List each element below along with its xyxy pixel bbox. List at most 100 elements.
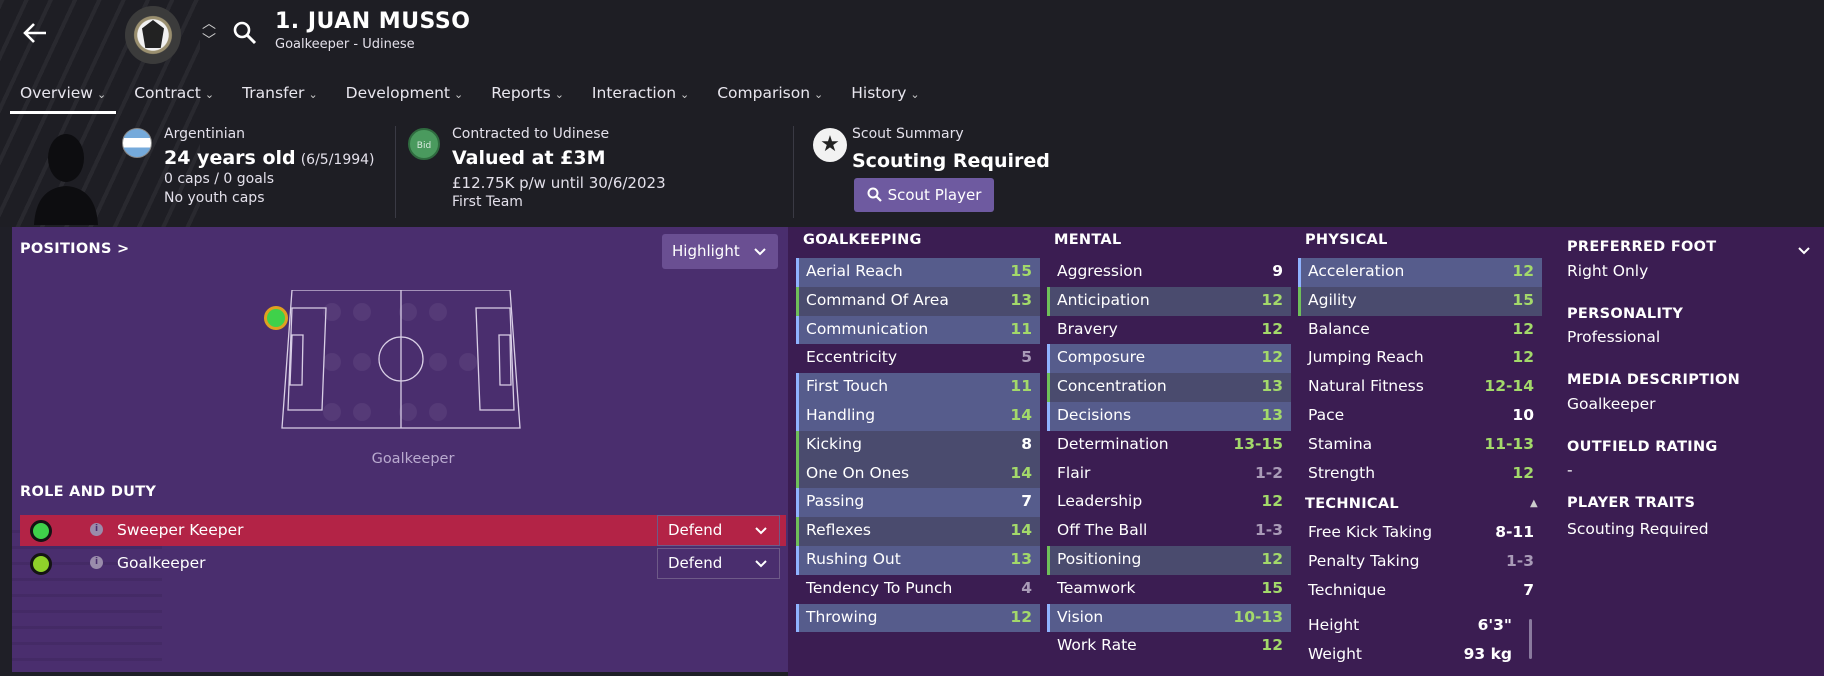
tab-transfer[interactable]: Transfer ⌄ xyxy=(242,84,318,102)
attribute-row[interactable]: Communication 11 xyxy=(796,315,1040,345)
attribute-row[interactable]: Natural Fitness 12-14 xyxy=(1298,373,1542,402)
attribute-row[interactable]: Teamwork 15 xyxy=(1047,575,1291,604)
attribute-name: Throwing xyxy=(806,607,878,626)
attribute-row[interactable]: Concentration 13 xyxy=(1047,373,1291,402)
info-icon[interactable]: i xyxy=(90,556,103,569)
goalkeeper-position-marker[interactable] xyxy=(264,306,288,330)
search-icon[interactable] xyxy=(232,20,258,46)
scout-player-button[interactable]: Scout Player xyxy=(854,178,994,212)
chevron-down-icon: ⌄ xyxy=(910,88,920,101)
attribute-value: 1-3 xyxy=(1505,552,1534,571)
attribute-row[interactable]: Acceleration 12 xyxy=(1298,258,1542,287)
chevron-down-icon[interactable] xyxy=(1798,247,1810,255)
role-name: Sweeper Keeper xyxy=(117,521,244,539)
attribute-row[interactable]: Off The Ball 1-3 xyxy=(1047,517,1291,546)
role-row-goalkeeper[interactable]: i Goalkeeper Defend xyxy=(20,548,786,579)
attribute-row[interactable]: Pace 10 xyxy=(1298,402,1542,431)
attribute-name: Teamwork xyxy=(1057,578,1136,597)
collapse-caret-icon[interactable]: ▲ xyxy=(1530,498,1538,510)
attribute-row[interactable]: Aggression 9 xyxy=(1047,258,1291,287)
role-and-duty-title: ROLE AND DUTY xyxy=(20,484,157,500)
attribute-row[interactable]: Anticipation 12 xyxy=(1047,286,1291,316)
attribute-row[interactable]: Aerial Reach 15 xyxy=(796,258,1040,287)
attribute-row[interactable]: Vision 10-13 xyxy=(1047,603,1291,633)
scrollbar[interactable] xyxy=(1529,619,1532,659)
attribute-row[interactable]: Passing 7 xyxy=(796,488,1040,518)
attribute-row[interactable]: Kicking 8 xyxy=(796,430,1040,460)
position-label: Goalkeeper xyxy=(371,451,455,467)
attribute-row[interactable]: Command Of Area 13 xyxy=(796,286,1040,316)
attribute-name: Positioning xyxy=(1057,549,1142,568)
attribute-row[interactable]: First Touch 11 xyxy=(796,373,1040,402)
attribute-name: Free Kick Taking xyxy=(1308,523,1433,542)
attribute-row[interactable]: Reflexes 14 xyxy=(796,517,1040,546)
attribute-row[interactable]: Determination 13-15 xyxy=(1047,431,1291,460)
chevron-down-icon[interactable]: ﹀ xyxy=(202,33,216,49)
attribute-name: Off The Ball xyxy=(1057,521,1148,540)
chevron-up-icon[interactable]: ︿ xyxy=(202,16,216,32)
attribute-value: 8 xyxy=(1021,434,1032,453)
tab-comparison[interactable]: Comparison ⌄ xyxy=(717,84,824,102)
mental-title: MENTAL xyxy=(1054,232,1122,248)
attribute-name: Handling xyxy=(806,405,876,424)
attribute-value: 1-3 xyxy=(1254,521,1283,540)
attribute-row[interactable]: Positioning 12 xyxy=(1047,545,1291,575)
tab-history[interactable]: History ⌄ xyxy=(851,84,920,102)
tab-overview[interactable]: Overview ⌄ xyxy=(10,80,117,114)
tab-contract[interactable]: Contract ⌄ xyxy=(134,84,215,102)
squad-status: First Team xyxy=(452,194,523,210)
attribute-name: Reflexes xyxy=(806,521,871,540)
technical-title[interactable]: TECHNICAL ▲ xyxy=(1298,491,1542,519)
scout-summary-label: Scout Summary xyxy=(852,126,964,142)
positions-title[interactable]: POSITIONS > xyxy=(20,241,130,257)
tab-development[interactable]: Development ⌄ xyxy=(345,84,464,102)
attribute-row[interactable]: Bravery 12 xyxy=(1047,316,1291,345)
attribute-row[interactable]: Strength 12 xyxy=(1298,460,1542,489)
duty-dropdown[interactable]: Defend xyxy=(657,515,780,546)
club-badge-icon[interactable] xyxy=(125,6,181,64)
attribute-row[interactable]: Work Rate 12 xyxy=(1047,632,1291,661)
media-description: Goalkeeper xyxy=(1567,395,1656,413)
attribute-value: 10 xyxy=(1512,405,1534,424)
tab-interaction[interactable]: Interaction ⌄ xyxy=(591,84,690,102)
attribute-row[interactable]: Agility 15 xyxy=(1298,286,1542,316)
attribute-name: Rushing Out xyxy=(806,549,901,568)
attribute-name: Composure xyxy=(1057,348,1146,367)
attribute-value: 7 xyxy=(1021,492,1032,511)
attribute-row[interactable]: Composure 12 xyxy=(1047,344,1291,374)
attribute-row[interactable]: Handling 14 xyxy=(796,401,1040,431)
chevron-down-icon: ⌄ xyxy=(204,88,215,101)
role-name: Goalkeeper xyxy=(117,554,206,572)
tab-bar: Overview ⌄ Contract ⌄ Transfer ⌄ Developmen… xyxy=(10,80,938,114)
goalkeeping-title: GOALKEEPING xyxy=(803,232,922,248)
bid-icon[interactable]: Bid xyxy=(408,128,440,160)
attribute-value: 8-11 xyxy=(1495,523,1534,542)
attribute-row[interactable]: Free Kick Taking 8-11 xyxy=(1298,519,1542,548)
attribute-row[interactable]: Decisions 13 xyxy=(1047,401,1291,431)
attribute-row[interactable]: Flair 1-2 xyxy=(1047,460,1291,489)
height-row: Height 6'3" xyxy=(1308,615,1512,634)
attribute-row[interactable]: Jumping Reach 12 xyxy=(1298,344,1542,373)
scout-status: Scouting Required xyxy=(852,150,1050,172)
attribute-value: 12 xyxy=(1261,549,1283,568)
back-arrow-icon[interactable] xyxy=(20,18,54,52)
player-navigation[interactable]: ︿ ﹀ xyxy=(200,16,218,50)
attribute-row[interactable]: Eccentricity 5 xyxy=(796,344,1040,373)
attribute-row[interactable]: Technique 7 xyxy=(1298,577,1542,606)
attribute-row[interactable]: Stamina 11-13 xyxy=(1298,431,1542,460)
attribute-row[interactable]: Penalty Taking 1-3 xyxy=(1298,548,1542,577)
info-icon[interactable]: i xyxy=(90,523,103,536)
attribute-row[interactable]: Balance 12 xyxy=(1298,316,1542,345)
attribute-name: Decisions xyxy=(1057,405,1132,424)
highlight-dropdown[interactable]: Highlight xyxy=(662,234,778,269)
chevron-down-icon xyxy=(755,560,767,568)
attribute-row[interactable]: Rushing Out 13 xyxy=(796,545,1040,575)
attribute-row[interactable]: Leadership 12 xyxy=(1047,488,1291,517)
attribute-row[interactable]: Throwing 12 xyxy=(796,603,1040,633)
duty-dropdown[interactable]: Defend xyxy=(657,548,780,579)
role-row-sweeper-keeper[interactable]: i Sweeper Keeper Defend xyxy=(20,515,786,546)
attribute-value: 4 xyxy=(1021,578,1032,597)
attribute-row[interactable]: One On Ones 14 xyxy=(796,459,1040,489)
tab-reports[interactable]: Reports ⌄ xyxy=(491,84,564,102)
attribute-row[interactable]: Tendency To Punch 4 xyxy=(796,575,1040,604)
